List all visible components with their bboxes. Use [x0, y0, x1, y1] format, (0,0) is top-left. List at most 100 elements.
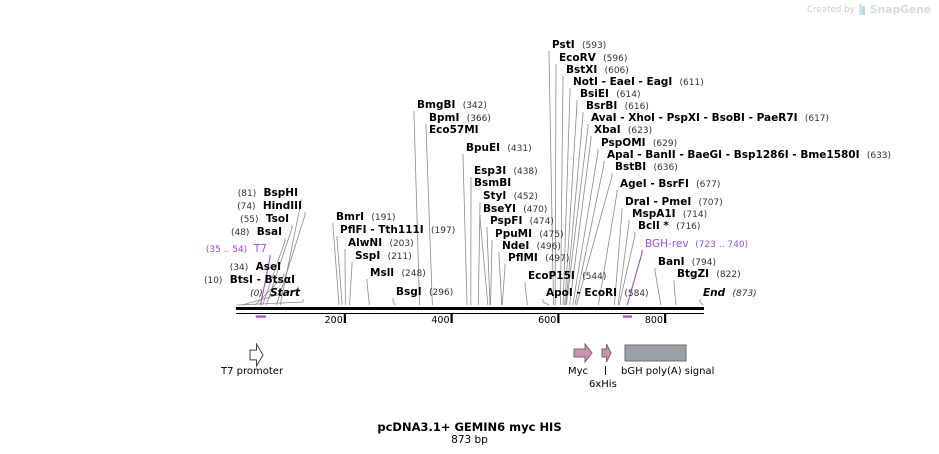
enzyme-label-bseyi[interactable]: BseYI (470): [483, 204, 547, 216]
enzyme-name-pflfi: PflFI - Tth111I: [340, 224, 424, 236]
enzyme-position-bstxi: (606): [604, 66, 629, 76]
leader-line-bani: [654, 268, 662, 306]
enzyme-label-bmgbi[interactable]: BmgBI (342): [417, 100, 487, 112]
enzyme-label-mslii[interactable]: MslI (248): [370, 268, 426, 280]
enzyme-label-pspfi[interactable]: PspFI (474): [490, 216, 554, 228]
enzyme-label-esp3i[interactable]: Esp3I (438): [474, 166, 538, 178]
enzyme-name-noti: NotI - EaeI - EagI: [573, 76, 673, 88]
enzyme-label-agei[interactable]: AgeI - BsrFI (677): [620, 179, 720, 191]
enzyme-label-end[interactable]: End (873): [703, 288, 757, 300]
enzyme-position-bstbi: (636): [653, 163, 678, 173]
feature-range-t7: [255, 315, 266, 318]
enzyme-label-t7[interactable]: (35 .. 54) T7: [206, 244, 267, 256]
leader-line-t7: [259, 255, 271, 306]
page-subtitle: 873 bp: [451, 434, 488, 446]
enzyme-label-mspa1i[interactable]: MspA1I (714): [632, 209, 707, 221]
leader-line-agei: [597, 190, 618, 306]
leader-line-bsiei: [564, 100, 578, 306]
feature-label-6xhis[interactable]: 6xHis: [589, 379, 617, 390]
enzyme-label-styi[interactable]: StyI (452): [483, 191, 538, 203]
enzyme-name-bsmbi: BsmBI: [474, 177, 512, 189]
enzyme-label-bani[interactable]: BanI (794): [658, 257, 716, 269]
feature-shape-t7-promoter[interactable]: [249, 343, 266, 369]
enzyme-label-hindiii[interactable]: (74) HindIII: [237, 201, 302, 213]
ruler-label-600: 600: [538, 315, 557, 326]
enzyme-name-styi: StyI: [483, 190, 507, 202]
enzyme-name-bseyi: BseYI: [483, 203, 516, 215]
snapgene-watermark: Created by SnapGene: [807, 3, 931, 16]
ruler-label-400: 400: [431, 315, 450, 326]
enzyme-label-drai[interactable]: DraI - PmeI (707): [625, 197, 723, 209]
feature-shape-6xhis[interactable]: [601, 343, 614, 365]
leader-line-ecorv: [554, 64, 557, 306]
enzyme-name-xbai: XbaI: [594, 124, 621, 136]
enzyme-position-tsoi: (55): [240, 215, 259, 225]
enzyme-position-bseyi: (470): [523, 205, 548, 215]
feature-label-t7-promoter[interactable]: T7 promoter: [221, 366, 284, 377]
leader-line-pspfi: [486, 227, 491, 306]
enzyme-label-bpuei[interactable]: BpuEI (431): [466, 143, 532, 155]
enzyme-label-psti[interactable]: PstI (593): [552, 40, 606, 52]
enzyme-label-bsiei[interactable]: BsiEI (614): [580, 89, 640, 101]
enzyme-position-hindiii: (74): [237, 202, 256, 212]
enzyme-name-pspfi: PspFI: [490, 215, 523, 227]
enzyme-label-start[interactable]: (0) Start: [250, 288, 300, 300]
enzyme-label-bstxi[interactable]: BstXI (606): [566, 65, 629, 77]
watermark-brand-label: SnapGene: [869, 3, 931, 16]
enzyme-label-ndei[interactable]: NdeI (496): [502, 241, 561, 253]
orf-arrow[interactable]: [0, 331, 145, 340]
enzyme-label-bstbi[interactable]: BstBI (636): [615, 162, 678, 174]
feature-glyph-bgh-polya: [624, 344, 687, 362]
enzyme-name-bmgbi: BmgBI: [417, 99, 456, 111]
enzyme-label-bsgi[interactable]: BsgI (296): [396, 287, 453, 299]
enzyme-position-asei: (34): [229, 263, 249, 273]
enzyme-name-bmri: BmrI: [336, 211, 365, 223]
enzyme-label-ecop15i[interactable]: EcoP15I (544): [528, 271, 606, 283]
enzyme-label-btgzi[interactable]: BtgZI (822): [677, 269, 741, 281]
enzyme-name-ndei: NdeI: [502, 240, 530, 252]
watermark-created-by-label: Created by: [806, 4, 855, 15]
enzyme-label-bsrbi[interactable]: BsrBI (616): [586, 101, 649, 113]
enzyme-label-pflfi[interactable]: PflFI - Tth111I (197): [340, 225, 455, 237]
leader-line-avai: [565, 124, 589, 306]
enzyme-label-bghrev[interactable]: BGH-rev (723 .. 740): [645, 239, 748, 251]
enzyme-label-bsai[interactable]: (48) BsaI: [231, 227, 282, 239]
leader-line-mspa1i: [617, 220, 630, 306]
enzyme-position-bsgi: (296): [429, 288, 454, 298]
enzyme-label-xbai[interactable]: XbaI (623): [594, 125, 652, 137]
enzyme-name-ecop15i: EcoP15I: [528, 270, 575, 282]
enzyme-label-avai[interactable]: AvaI - XhoI - PspXI - BsoBI - PaeR7I (61…: [591, 113, 829, 125]
enzyme-label-sspi[interactable]: SspI (211): [355, 251, 412, 263]
enzyme-label-bpmi[interactable]: BpmI (366): [429, 113, 491, 125]
enzyme-label-pflmi[interactable]: PflMI (497): [508, 253, 569, 265]
feature-label-bgh-polya[interactable]: bGH poly(A) signal: [621, 366, 715, 377]
feature-label-myc[interactable]: Myc: [568, 366, 589, 377]
enzyme-name-pspomi: PspOMI: [601, 137, 646, 149]
feature-shape-myc[interactable]: [573, 343, 595, 365]
leader-line-bmri: [332, 223, 340, 306]
enzyme-label-noti[interactable]: NotI - EaeI - EagI (611): [573, 77, 704, 89]
enzyme-label-tsoi[interactable]: (55) TsoI: [240, 214, 289, 226]
enzyme-position-pspfi: (474): [529, 217, 554, 227]
enzyme-label-eco57mi[interactable]: Eco57MI: [429, 125, 479, 136]
enzyme-label-bsmbi[interactable]: BsmBI: [474, 178, 511, 189]
enzyme-position-bmri: (191): [371, 213, 396, 223]
enzyme-label-ecorv[interactable]: EcoRV (596): [559, 53, 627, 65]
leader-line-btgzi: [673, 280, 677, 306]
leader-line-end: [699, 299, 704, 306]
enzyme-label-bsphi[interactable]: (81) BspHI: [238, 188, 298, 200]
feature-shape-bgh-polya[interactable]: [624, 344, 689, 364]
enzyme-label-ppumi[interactable]: PpuMI (475): [495, 229, 564, 241]
enzyme-label-bmri[interactable]: BmrI (191): [336, 212, 396, 224]
enzyme-label-btsi[interactable]: (10) BtsI - BtsαI: [204, 275, 295, 287]
enzyme-label-apai[interactable]: ApaI - BanII - BaeGI - Bsp1286I - Bme158…: [607, 150, 891, 162]
leader-line-bstbi: [576, 173, 613, 306]
enzyme-label-alwni[interactable]: AlwNI (203): [348, 238, 414, 250]
enzyme-label-apoi[interactable]: ApoI - EcoRI (584): [546, 288, 649, 300]
enzyme-label-pspomi[interactable]: PspOMI (629): [601, 138, 677, 150]
enzyme-label-asei[interactable]: (34) AseI: [230, 262, 281, 274]
enzyme-name-hindiii: HindIII: [262, 200, 302, 212]
enzyme-label-bcli[interactable]: BclI * (716): [638, 221, 700, 233]
leader-line-drai: [613, 208, 623, 306]
